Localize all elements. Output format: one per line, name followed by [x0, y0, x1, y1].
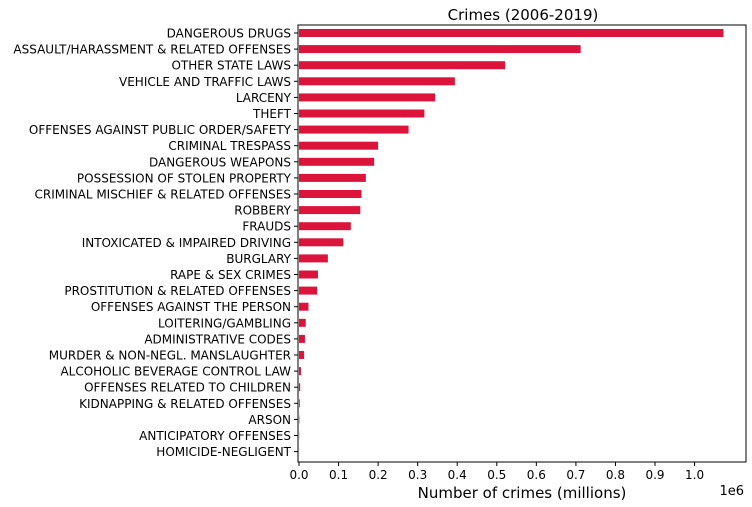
category-label: MURDER & NON-NEGL. MANSLAUGHTER	[49, 349, 291, 363]
bar-larceny	[299, 93, 436, 102]
x-tick-label: 0.5	[487, 468, 506, 482]
bar-rape-sex-crimes	[299, 270, 318, 279]
x-tick-label: 0.8	[606, 468, 625, 482]
category-label: ADMINISTRATIVE CODES	[144, 332, 291, 346]
x-tick-label: 0.3	[408, 468, 427, 482]
bar-loitering-gambling	[299, 318, 306, 327]
category-label: FRAUDS	[242, 220, 291, 234]
bar-intoxicated-impaired-driving	[299, 238, 344, 247]
plot-frame	[297, 24, 747, 463]
category-label: RAPE & SEX CRIMES	[170, 268, 291, 282]
category-label: BURGLARY	[226, 252, 291, 266]
bar-criminal-trespass	[299, 141, 379, 150]
x-tick-label: 0.2	[369, 468, 388, 482]
category-label: OTHER STATE LAWS	[171, 59, 291, 73]
bar-kidnapping-related-offenses	[299, 399, 300, 408]
bar-offenses-related-to-children	[299, 383, 301, 392]
category-label: ASSAULT/HARASSMENT & RELATED OFFENSES	[13, 43, 291, 57]
category-label: INTOXICATED & IMPAIRED DRIVING	[82, 236, 291, 250]
category-label: LOITERING/GAMBLING	[158, 316, 291, 330]
category-label: ALCOHOLIC BEVERAGE CONTROL LAW	[60, 365, 291, 379]
bar-burglary	[299, 254, 328, 263]
x-tick-label: 0.7	[566, 468, 585, 482]
category-label: OFFENSES AGAINST THE PERSON	[91, 300, 291, 314]
category-label: POSSESSION OF STOLEN PROPERTY	[77, 171, 292, 185]
bar-dangerous-weapons	[299, 157, 375, 166]
x-tick-label: 0.0	[289, 468, 308, 482]
bar-offenses-against-public-order-safety	[299, 125, 409, 134]
x-tick-label: 0.1	[329, 468, 348, 482]
bar-vehicle-and-traffic-laws	[299, 77, 455, 86]
x-axis-label: Number of crimes (millions)	[418, 484, 627, 502]
bar-robbery	[299, 206, 361, 215]
bar-alcoholic-beverage-control-law	[299, 367, 301, 376]
category-label: OFFENSES AGAINST PUBLIC ORDER/SAFETY	[29, 123, 292, 137]
x-axis-offset-label: 1e6	[719, 484, 744, 499]
category-label: HOMICIDE-NEGLIGENT	[156, 445, 291, 459]
x-tick-label: 0.4	[448, 468, 467, 482]
x-tick-label: 0.6	[527, 468, 546, 482]
bar-other-state-laws	[299, 61, 506, 70]
bar-prostitution-related-offenses	[299, 286, 318, 295]
category-label: PROSTITUTION & RELATED OFFENSES	[64, 284, 291, 298]
category-label: ANTICIPATORY OFFENSES	[139, 429, 291, 443]
bar-administrative-codes	[299, 334, 305, 343]
bar-dangerous-drugs	[299, 29, 724, 37]
category-label: ROBBERY	[234, 204, 291, 218]
category-labels-group: DANGEROUS DRUGS ASSAULT/HARASSMENT & RELA…	[13, 27, 298, 459]
bar-frauds	[299, 222, 351, 231]
bar-assault-harassment-related-offenses	[299, 45, 581, 54]
category-label: OFFENSES RELATED TO CHILDREN	[84, 381, 291, 395]
category-label: CRIMINAL TRESPASS	[168, 139, 291, 153]
category-label: DANGEROUS WEAPONS	[149, 155, 291, 169]
category-label: ARSON	[248, 413, 291, 427]
x-axis-group: 0.0 0.1 0.2 0.3 0.4 0.5 0.6 0.7 0.8 0.9 1.0	[289, 462, 704, 482]
category-label: DANGEROUS DRUGS	[167, 27, 291, 41]
bar-criminal-mischief-related-offenses	[299, 190, 362, 198]
category-label: CRIMINAL MISCHIEF & RELATED OFFENSES	[34, 188, 291, 202]
bar-offenses-against-the-person	[299, 302, 309, 311]
category-label: KIDNAPPING & RELATED OFFENSES	[79, 397, 291, 411]
category-label: VEHICLE AND TRAFFIC LAWS	[119, 75, 291, 89]
bar-possession-of-stolen-property	[299, 173, 366, 182]
bar-theft	[299, 109, 425, 118]
x-tick-label: 1.0	[685, 468, 704, 482]
category-label: THEFT	[252, 107, 292, 121]
x-tick-label: 0.9	[645, 468, 664, 482]
chart-title: Crimes (2006-2019)	[448, 6, 599, 24]
bar-murder-non-negl-manslaughter	[299, 351, 305, 359]
category-label: LARCENY	[236, 91, 292, 105]
bars-group	[299, 29, 724, 456]
